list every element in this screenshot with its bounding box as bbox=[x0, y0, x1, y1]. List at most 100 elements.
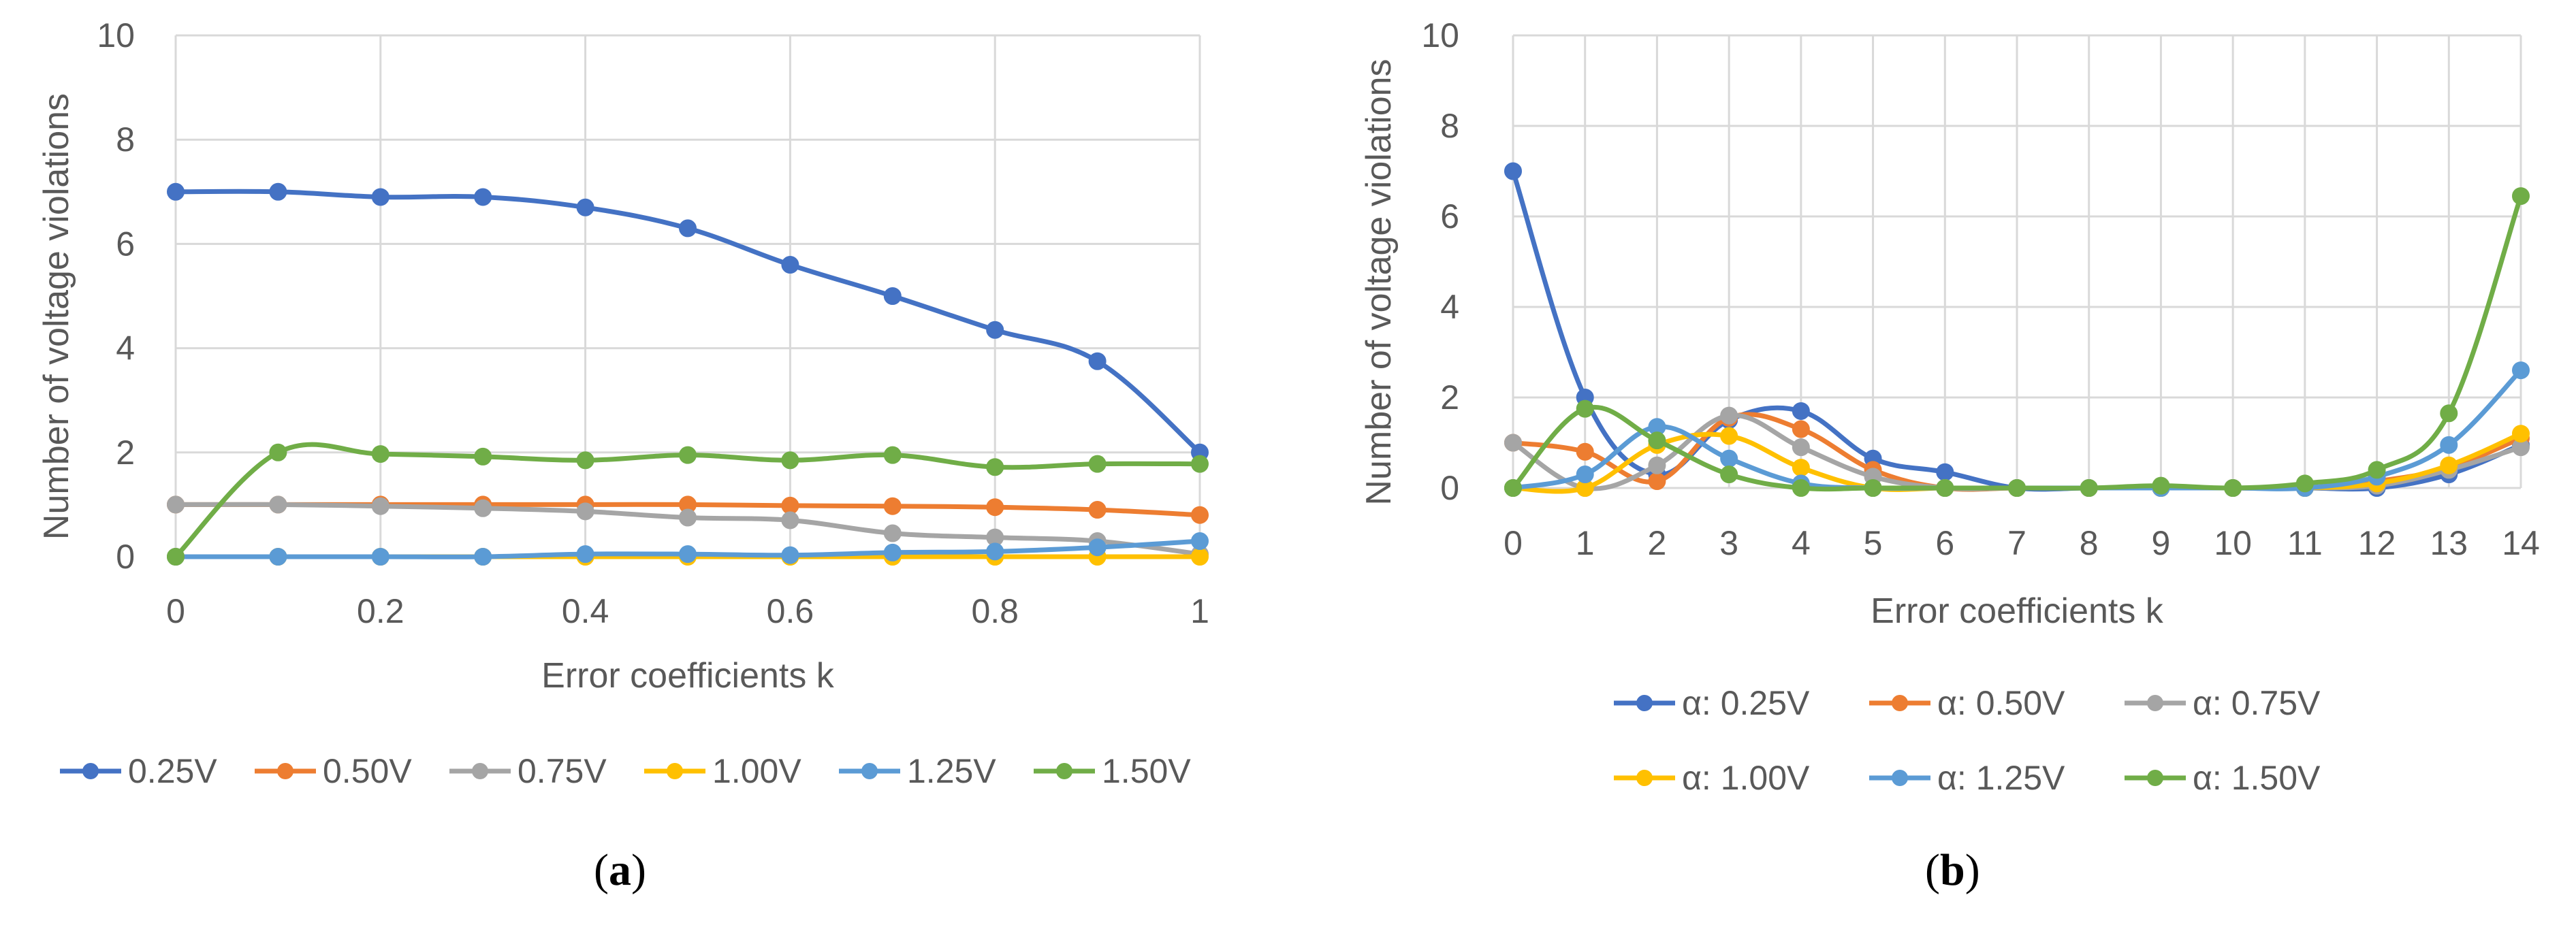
legend-label: α: 1.50V bbox=[2193, 759, 2321, 797]
data-point bbox=[2512, 361, 2530, 380]
y-tick-label: 0 bbox=[116, 538, 135, 576]
data-point bbox=[576, 198, 594, 216]
data-point bbox=[1720, 466, 1738, 484]
legend-item: α: 0.75V bbox=[2125, 684, 2321, 722]
legend-item: α: 1.00V bbox=[1614, 759, 1810, 797]
x-axis-title: Error coefficients k bbox=[541, 656, 835, 696]
legend-item: α: 0.25V bbox=[1614, 684, 1810, 722]
legend: α: 0.25V α: 0.50V α: 0.75V α: 1.00V α: 1.25V… bbox=[1614, 684, 2321, 797]
data-point bbox=[167, 182, 185, 201]
x-tick-label: 0 bbox=[1504, 524, 1523, 562]
x-axis-title: Error coefficients k bbox=[1871, 591, 2164, 631]
legend-swatch-marker bbox=[1892, 770, 1908, 786]
data-point bbox=[781, 496, 799, 515]
caption-close: ) bbox=[1965, 845, 1980, 895]
caption-close: ) bbox=[631, 845, 646, 895]
x-tick-label: 1 bbox=[1576, 524, 1595, 562]
y-tick-label: 8 bbox=[1440, 107, 1459, 145]
data-point bbox=[781, 511, 799, 529]
legend-label: α: 0.75V bbox=[2193, 684, 2321, 722]
y-tick-label: 8 bbox=[116, 120, 135, 159]
x-tick-label: 13 bbox=[2430, 524, 2468, 562]
chart-panel-b: 0 2 4 6 8 10 0 1 2 3 4 5 6 7 8 9 10 11 12 13 14 Error coeffic… bbox=[1287, 0, 2576, 926]
legend-swatch-marker bbox=[1056, 763, 1072, 779]
gridlines bbox=[1512, 34, 2522, 489]
legend-swatch-marker bbox=[667, 763, 683, 779]
data-point bbox=[1864, 479, 1882, 497]
data-point bbox=[371, 445, 389, 463]
y-tick-label: 10 bbox=[1421, 16, 1459, 54]
data-point bbox=[2440, 436, 2458, 454]
x-tick-label: 3 bbox=[1719, 524, 1738, 562]
data-point bbox=[1936, 463, 1954, 481]
data-point bbox=[679, 446, 697, 464]
y-tick-label: 2 bbox=[116, 434, 135, 472]
x-tick-label: 11 bbox=[2287, 524, 2323, 562]
data-point bbox=[1576, 466, 1594, 484]
y-tick-label: 6 bbox=[116, 225, 135, 263]
data-point bbox=[1792, 479, 1810, 497]
data-point bbox=[167, 495, 185, 514]
x-tick-label: 0.8 bbox=[971, 592, 1019, 630]
legend-swatch-marker bbox=[1636, 695, 1653, 711]
data-point bbox=[883, 524, 902, 542]
data-point bbox=[1720, 427, 1738, 445]
data-point bbox=[986, 458, 1004, 476]
legend-label: 0.25V bbox=[128, 752, 217, 790]
legend-item: 1.50V bbox=[1034, 752, 1191, 790]
data-point bbox=[1792, 459, 1810, 477]
data-point bbox=[1720, 449, 1738, 468]
legend: 0.25V 0.50V 0.75V 1.00V 1.25V 1.50V bbox=[60, 752, 1191, 790]
data-point bbox=[1648, 472, 1666, 491]
legend-label: 0.75V bbox=[518, 752, 607, 790]
data-point bbox=[269, 495, 287, 514]
x-tick-label: 9 bbox=[2152, 524, 2171, 562]
y-tick-label: 2 bbox=[1440, 378, 1459, 417]
x-tick-label: 6 bbox=[1935, 524, 1954, 562]
y-axis-title: Number of voltage violations bbox=[37, 93, 76, 540]
data-point bbox=[1504, 479, 1522, 497]
panel-caption: (b) bbox=[1925, 845, 1980, 895]
chart-a: 0 2 4 6 8 10 0 0.2 0.4 0.6 0.8 1 Error coefficients … bbox=[37, 16, 1209, 895]
legend-swatch-marker bbox=[1636, 770, 1653, 786]
legend-label: α: 1.25V bbox=[1937, 759, 2065, 797]
data-point bbox=[679, 219, 697, 238]
x-tick-label: 14 bbox=[2502, 524, 2540, 562]
data-point bbox=[371, 497, 389, 515]
data-point bbox=[269, 443, 287, 461]
data-point bbox=[679, 545, 697, 564]
data-point bbox=[1191, 455, 1209, 473]
legend-swatch-marker bbox=[277, 763, 293, 779]
data-point bbox=[576, 451, 594, 470]
data-point bbox=[1648, 431, 1666, 450]
series-1-50V bbox=[167, 442, 1209, 566]
legend-label: α: 1.00V bbox=[1682, 759, 1810, 797]
data-point bbox=[1504, 434, 1522, 452]
x-tick-label: 1 bbox=[1190, 592, 1209, 630]
data-point bbox=[679, 508, 697, 527]
data-point bbox=[1088, 501, 1107, 519]
data-point bbox=[2368, 461, 2386, 479]
data-point bbox=[474, 548, 492, 566]
x-tick-label: 0 bbox=[166, 592, 185, 630]
x-tick-label: 8 bbox=[2080, 524, 2099, 562]
data-point bbox=[781, 256, 799, 274]
y-tick-label: 10 bbox=[97, 16, 135, 54]
x-tick-label: 0.6 bbox=[767, 592, 814, 630]
legend-item: 1.00V bbox=[644, 752, 801, 790]
legend-item: α: 1.25V bbox=[1869, 759, 2065, 797]
data-point bbox=[781, 451, 799, 470]
data-point bbox=[1191, 548, 1209, 566]
data-point bbox=[1504, 162, 1522, 180]
legend-item: 0.25V bbox=[60, 752, 217, 790]
y-tick-label: 4 bbox=[1440, 288, 1459, 326]
x-tick-label: 5 bbox=[1864, 524, 1883, 562]
x-tick-label: 12 bbox=[2358, 524, 2396, 562]
legend-item: α: 1.50V bbox=[2125, 759, 2321, 797]
y-tick-label: 0 bbox=[1440, 469, 1459, 507]
data-point bbox=[986, 542, 1004, 561]
data-point bbox=[883, 446, 902, 464]
legend-item: 0.50V bbox=[255, 752, 412, 790]
legend-item: 0.75V bbox=[449, 752, 607, 790]
data-point bbox=[2080, 479, 2098, 497]
